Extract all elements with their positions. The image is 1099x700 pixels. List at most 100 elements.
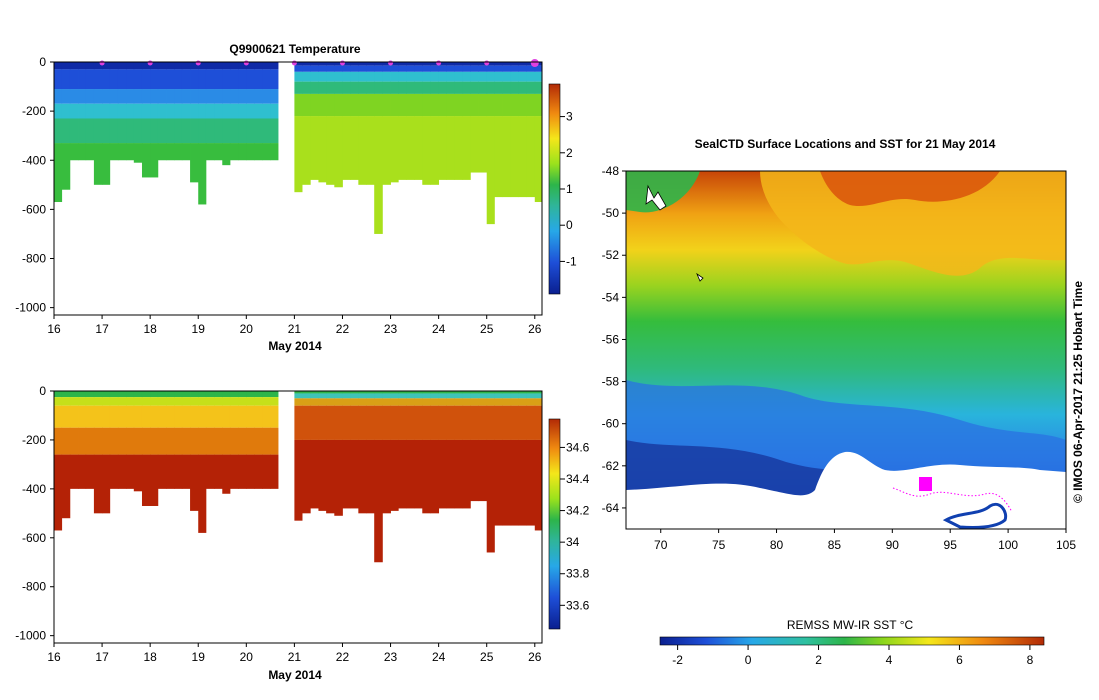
temperature-cell <box>190 143 199 183</box>
salinity-cell <box>85 454 95 489</box>
salinity-cell <box>486 405 495 440</box>
temperature-cell <box>534 71 543 82</box>
temperature-cell <box>382 93 391 117</box>
temperature-cell <box>109 89 119 104</box>
salinity-cell <box>54 454 63 531</box>
temperature-cell <box>166 62 175 70</box>
salinity-cell <box>398 398 407 406</box>
temperature-y-axis: 0 -200 -400 -600 -800 -1000 <box>15 55 54 315</box>
temperature-cell <box>422 93 431 117</box>
salinity-cell <box>109 397 119 406</box>
salinity-cell <box>470 391 479 394</box>
temperature-section-panel: Q9900621 Temperature 0 -200 -400 -600 -800 -1… <box>15 42 577 353</box>
temperature-cell <box>78 103 87 119</box>
salinity-cell <box>486 439 495 553</box>
temperature-cell <box>438 116 447 180</box>
temperature-cell <box>374 65 383 72</box>
salinity-cell <box>61 454 71 519</box>
temperature-cell <box>102 143 111 185</box>
temperature-cell <box>510 81 519 94</box>
temperature-cell <box>181 89 191 104</box>
temperature-cell <box>470 71 479 82</box>
temperature-cell <box>238 103 247 119</box>
salinity-cell <box>246 427 255 455</box>
temperature-cell <box>350 65 359 72</box>
salinity-cell <box>374 393 383 399</box>
salinity-cell <box>174 391 183 398</box>
salinity-cell <box>302 391 311 394</box>
temperature-cell <box>406 93 415 117</box>
lat-tick-label: -58 <box>602 375 620 389</box>
x-tick-label: 23 <box>384 322 398 336</box>
temperature-cell <box>54 103 63 119</box>
temperature-cell <box>126 118 135 144</box>
temperature-cell <box>494 81 503 94</box>
sst-warm-region <box>760 171 1066 276</box>
temperature-cell <box>294 116 303 193</box>
salinity-cell <box>205 454 215 489</box>
temperature-cell <box>214 89 223 104</box>
temperature-cell <box>246 143 255 161</box>
temperature-cell <box>141 118 151 144</box>
temperature-cell <box>166 103 175 119</box>
salinity-cell <box>262 391 271 398</box>
salinity-cell <box>310 439 319 509</box>
temperature-cell <box>462 62 471 66</box>
temperature-profile-columns <box>54 62 543 234</box>
temperature-cell <box>406 62 415 66</box>
salinity-cell <box>390 391 399 394</box>
temperature-cell <box>414 71 423 82</box>
temperature-cell <box>486 62 495 66</box>
salinity-cell <box>54 397 63 406</box>
salinity-cell <box>358 439 367 514</box>
salinity-cell <box>205 391 215 398</box>
temperature-cell <box>246 62 255 70</box>
y-tick-label: -800 <box>22 252 46 266</box>
temperature-cell <box>334 81 343 94</box>
temperature-cell <box>358 93 367 117</box>
salinity-cell <box>150 454 159 506</box>
salinity-cell <box>534 391 543 394</box>
salinity-cell <box>390 439 399 511</box>
y-tick-label: 0 <box>39 55 46 69</box>
temperature-cell <box>342 62 351 66</box>
salinity-cell <box>470 393 479 399</box>
temperature-cell <box>422 62 431 66</box>
temperature-cell <box>254 89 263 104</box>
salinity-x-label: May 2014 <box>268 668 322 682</box>
sst-colorbar-tick-label: 6 <box>956 653 963 667</box>
temperature-cell <box>69 103 79 119</box>
temperature-cell <box>150 143 159 178</box>
temperature-cell <box>486 71 495 82</box>
salinity-cell <box>534 439 543 531</box>
salinity-cell <box>318 391 327 394</box>
temperature-cell <box>374 116 383 234</box>
temperature-cell <box>133 89 143 104</box>
salinity-cell <box>93 454 103 514</box>
temperature-cell <box>190 118 199 144</box>
surface-location-marker <box>388 60 394 66</box>
lat-tick-label: -52 <box>602 248 620 262</box>
temperature-x-label: May 2014 <box>268 339 322 353</box>
salinity-cell <box>246 397 255 406</box>
temperature-cell <box>93 89 103 104</box>
temperature-cell <box>502 65 512 72</box>
temperature-cell <box>61 62 71 70</box>
temperature-cell <box>430 116 440 185</box>
temperature-cell <box>518 116 528 198</box>
salinity-cell <box>302 439 311 514</box>
temperature-cell <box>61 118 71 144</box>
salinity-cell <box>534 398 543 406</box>
temperature-cell <box>470 93 479 117</box>
x-tick-label: 19 <box>192 322 206 336</box>
temperature-cell <box>374 71 383 82</box>
x-tick-label: 25 <box>480 322 494 336</box>
salinity-cell <box>414 398 423 406</box>
temperature-cell <box>205 69 215 90</box>
temperature-cell <box>166 118 175 144</box>
salinity-cell <box>61 405 71 428</box>
salinity-cell <box>502 405 512 440</box>
temperature-cell <box>262 69 271 90</box>
x-tick-label: 22 <box>336 650 350 664</box>
temperature-cell <box>61 143 71 190</box>
